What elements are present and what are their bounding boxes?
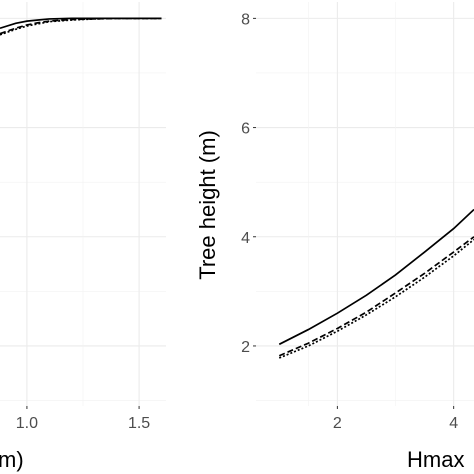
x-tick-label: 1.0	[16, 415, 38, 432]
gridlines	[0, 2, 166, 406]
y-tick-label: 4	[241, 230, 250, 247]
y-tick-label: 8	[241, 11, 250, 28]
y-tick-label: 2	[241, 339, 250, 356]
x-tick-label: 1.5	[128, 415, 150, 432]
series-group	[0, 17, 162, 36]
x-tick-label: 4	[449, 415, 458, 432]
series-line-dotted	[278, 238, 474, 359]
series-line-dotted	[0, 17, 162, 36]
right-panel: 2 4 2 4 6 8 Hmax Tree height (m)	[195, 2, 474, 472]
y-axis-title: Tree height (m)	[195, 130, 220, 280]
x-tick-label: 2	[333, 415, 342, 432]
gridlines	[256, 2, 474, 406]
left-panel: 1.0 1.5 m)	[0, 2, 166, 472]
series-line-dashed	[278, 236, 474, 357]
x-axis-title: Hmax	[407, 447, 464, 472]
series-line-solid	[278, 208, 474, 346]
x-axis-title: m)	[0, 447, 24, 472]
series-group	[278, 208, 474, 359]
y-tick-label: 6	[241, 121, 250, 138]
